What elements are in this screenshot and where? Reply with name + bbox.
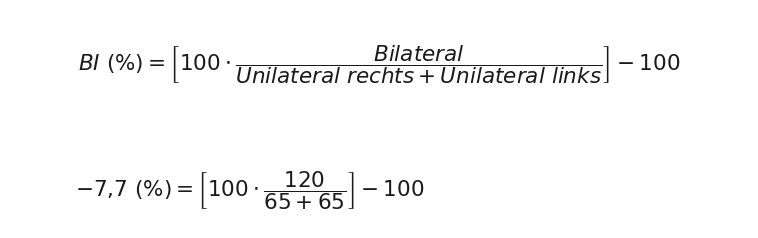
Text: $-7{,}7\ (\%) = \left[100\cdot\dfrac{120}{65 + 65}\right] - 100$: $-7{,}7\ (\%) = \left[100\cdot\dfrac{120… [75,169,425,212]
Text: $\mathit{BI}\ (\%) = \left[100\cdot\dfrac{\mathit{Bilateral}}{\mathit{Unilateral: $\mathit{BI}\ (\%) = \left[100\cdot\dfra… [78,43,680,86]
